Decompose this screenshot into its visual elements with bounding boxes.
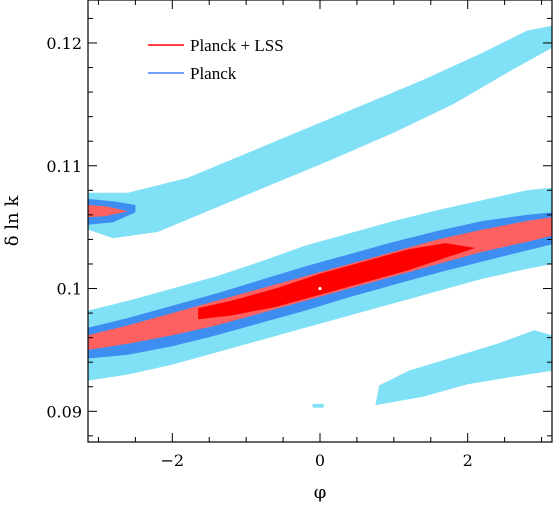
contour-region-planck-2-sigma-5: [312, 403, 324, 408]
x-tick-label: −2: [161, 451, 185, 470]
contour-region-planck-lss-2-sigma-2: [88, 205, 128, 218]
contour-regions: [88, 25, 552, 408]
legend: Planck + LSS Planck: [148, 36, 284, 83]
fiducial-point-marker: [318, 286, 322, 291]
x-tick-label: 2: [463, 451, 473, 470]
y-tick-label: 0.11: [46, 157, 82, 176]
contour-region-planck-lss-1-sigma-0: [198, 243, 476, 320]
x-tick-label: 0: [315, 451, 325, 470]
legend-label-planck: Planck: [190, 64, 237, 83]
y-tick-label: 0.1: [57, 280, 82, 299]
contour-region-planck-2-sigma-4: [375, 330, 552, 406]
y-axis-label: δ ln k: [2, 195, 23, 247]
y-tick-label: 0.09: [46, 402, 82, 421]
contour-region-planck-2-sigma-3: [88, 25, 552, 239]
y-tick-label: 0.12: [46, 34, 82, 53]
x-axis-label: φ: [314, 482, 327, 503]
axis-ticks: −2 0 2 0.09 0.1 0.11 0.12: [46, 0, 552, 470]
legend-label-planck-lss: Planck + LSS: [190, 36, 284, 55]
